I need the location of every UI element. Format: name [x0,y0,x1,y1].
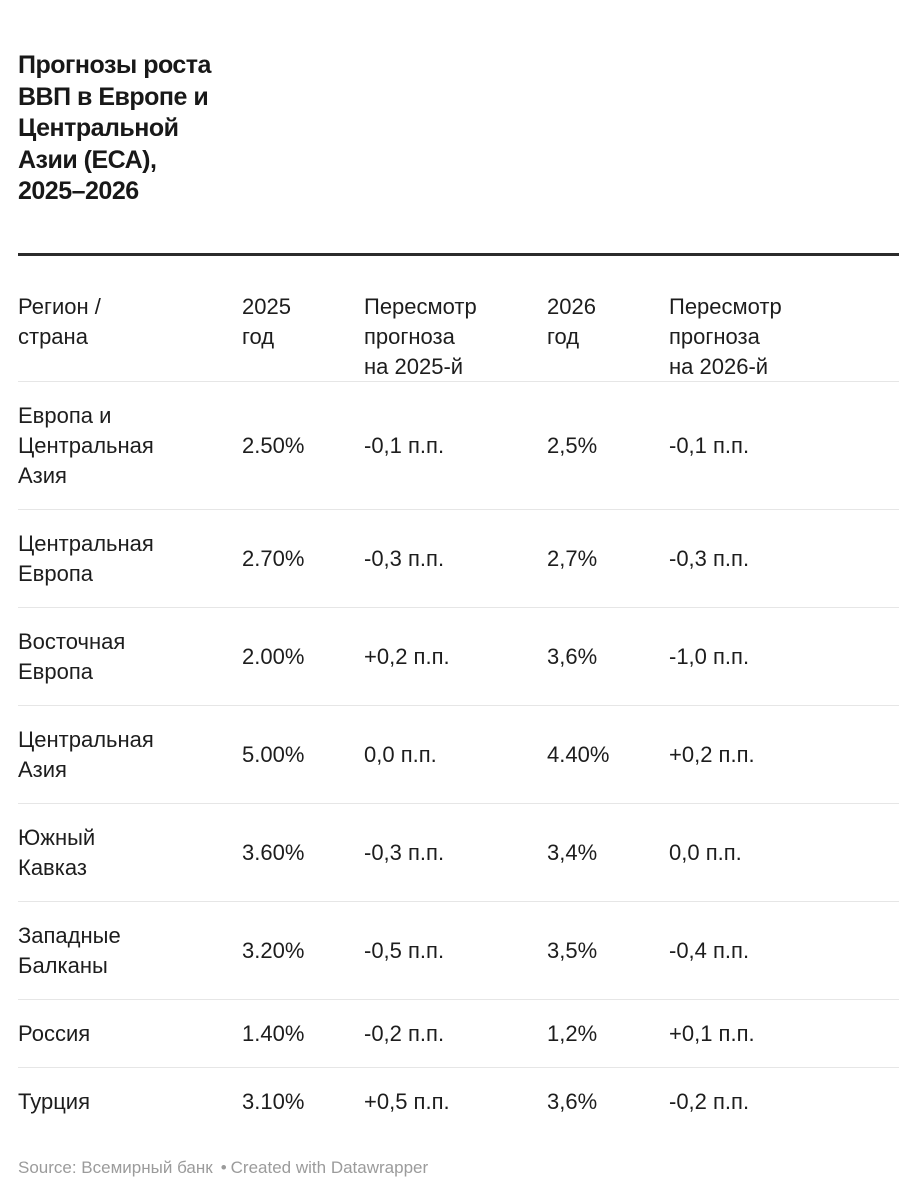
cell-value-2025: 2.70% [242,545,305,571]
cell-value-2025: 1.40% [242,1020,305,1046]
cell-value-2026: 2,5% [547,432,598,458]
cell-revision-2026: +0,1 п.п. [669,1020,755,1046]
cell-value-2026: 2,7% [547,545,598,571]
data-table: Регион / страна 2025 год Пересмотр прогн… [18,256,899,1135]
cell-revision-2026: -1,0 п.п. [669,643,750,669]
cell-revision-2025: -0,1 п.п. [364,432,445,458]
cell-value-2026: 3,4% [547,839,598,865]
cell-value-2026: 1,2% [547,1020,598,1046]
cell-value-2025: 3.10% [242,1088,305,1114]
cell-revision-2025: -0,2 п.п. [364,1020,445,1046]
cell-region: Россия [18,1020,91,1046]
header-2026: 2026 год [547,294,596,349]
table-row: Россия 1.40% -0,2 п.п. 1,2% +0,1 п.п. [18,999,899,1067]
table-row: Европа и Центральная Азия 2.50% -0,1 п.п. 2… [18,381,899,509]
header-2025: 2025 год [242,294,291,349]
title-divider [18,253,899,256]
cell-value-2025: 2.00% [242,643,305,669]
cell-revision-2025: +0,2 п.п. [364,643,450,669]
cell-value-2025: 5.00% [242,741,305,767]
header-revision-2025: Пересмотр прогноза на 2025-й [364,294,477,379]
cell-revision-2025: 0,0 п.п. [364,741,437,767]
table-body: Европа и Центральная Азия 2.50% -0,1 п.п. 2… [18,381,899,1135]
table-row: Южный Кавказ 3.60% -0,3 п.п. 3,4% 0,0 п.п. [18,803,899,901]
table-row: Западные Балканы 3.20% -0,5 п.п. 3,5% -0,4 п… [18,901,899,999]
cell-revision-2026: -0,4 п.п. [669,937,750,963]
credit-note: Created with Datawrapper [230,1158,429,1177]
cell-revision-2025: -0,3 п.п. [364,545,445,571]
table-row: Турция 3.10% +0,5 п.п. 3,6% -0,2 п.п. [18,1067,899,1135]
cell-value-2026: 3,6% [547,643,598,669]
cell-value-2025: 2.50% [242,432,305,458]
cell-revision-2026: -0,2 п.п. [669,1088,750,1114]
cell-region: Центральная Азия [18,726,154,782]
cell-revision-2026: 0,0 п.п. [669,839,742,865]
cell-region: Западные Балканы [18,922,121,978]
header-region: Регион / страна [18,294,101,349]
cell-region: Турция [18,1088,90,1114]
cell-region: Южный Кавказ [18,824,96,880]
cell-value-2026: 4.40% [547,741,610,767]
cell-value-2025: 3.60% [242,839,305,865]
table-row: Восточная Европа 2.00% +0,2 п.п. 3,6% -1,0 п… [18,607,899,705]
source-note: Source: Всемирный банк [18,1158,213,1177]
table-row: Центральная Европа 2.70% -0,3 п.п. 2,7% -0,3… [18,509,899,607]
footer: Source: Всемирный банк • Created with Data… [18,1158,428,1178]
cell-revision-2025: -0,3 п.п. [364,839,445,865]
cell-revision-2025: -0,5 п.п. [364,937,445,963]
cell-value-2026: 3,6% [547,1088,598,1114]
cell-region: Европа и Центральная Азия [18,402,154,488]
cell-value-2026: 3,5% [547,937,598,963]
header-revision-2026: Пересмотр прогноза на 2026-й [669,294,782,379]
chart-title: Прогнозы роста ВВП в Европе и Центрально… [18,51,211,205]
cell-region: Восточная Европа [18,628,126,684]
cell-revision-2025: +0,5 п.п. [364,1088,450,1114]
cell-revision-2026: -0,3 п.п. [669,545,750,571]
cell-revision-2026: -0,1 п.п. [669,432,750,458]
table-header-row: Регион / страна 2025 год Пересмотр прогн… [18,256,899,381]
cell-value-2025: 3.20% [242,937,305,963]
cell-revision-2026: +0,2 п.п. [669,741,755,767]
table-row: Центральная Азия 5.00% 0,0 п.п. 4.40% +0,2 п… [18,705,899,803]
cell-region: Центральная Европа [18,530,154,586]
footer-separator: • [220,1158,227,1177]
